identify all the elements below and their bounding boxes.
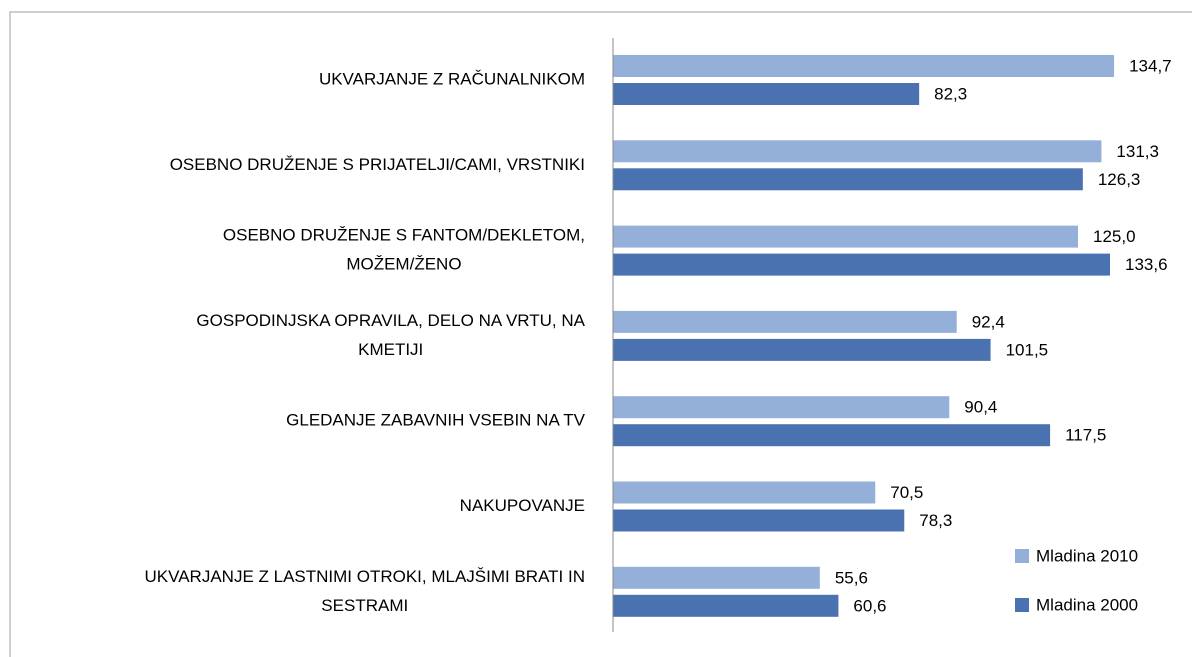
category-label: KMETIJI: [358, 340, 423, 359]
value-label: 60,6: [853, 596, 886, 615]
value-label: 134,7: [1129, 56, 1172, 75]
value-label: 133,6: [1125, 255, 1168, 274]
value-label: 82,3: [934, 84, 967, 103]
category-label: OSEBNO DRUŽENJE S PRIJATELJI/CAMI, VRSTN…: [170, 155, 585, 174]
bar: [613, 83, 920, 105]
value-label: 78,3: [919, 511, 952, 530]
bar: [613, 396, 950, 419]
legend-label: Mladina 2010: [1036, 546, 1138, 565]
legend-swatch: [1015, 598, 1029, 612]
bar: [613, 481, 876, 504]
legend-label: Mladina 2000: [1036, 595, 1138, 614]
category-label: UKVARJANJE Z RAČUNALNIKOM: [319, 69, 585, 88]
frame: [9, 11, 1192, 657]
value-label: 126,3: [1098, 170, 1141, 189]
bar: [613, 140, 1102, 163]
bar: [613, 310, 957, 333]
value-label: 70,5: [890, 483, 923, 502]
bar: [613, 594, 839, 617]
bar: [613, 225, 1078, 248]
value-label: 90,4: [964, 398, 997, 417]
category-label: MOŽEM/ŽENO: [346, 255, 461, 274]
bar: [613, 253, 1110, 276]
bar: [613, 338, 991, 361]
category-label: GOSPODINJSKA OPRAVILA, DELO NA VRTU, NA: [196, 311, 585, 330]
value-label: 55,6: [835, 568, 868, 587]
category-label: SESTRAMI: [321, 596, 408, 615]
bar: [613, 566, 820, 589]
bar: [613, 509, 905, 532]
value-label: 92,4: [972, 312, 1005, 331]
category-label: NAKUPOVANJE: [460, 496, 585, 515]
bar: [613, 424, 1051, 447]
value-label: 117,5: [1065, 426, 1106, 445]
bar: [613, 168, 1083, 191]
value-label: 125,0: [1093, 227, 1136, 246]
bar: [613, 55, 1115, 77]
category-label: GLEDANJE ZABAVNIH VSEBIN NA TV: [286, 411, 586, 430]
legend-swatch: [1015, 549, 1029, 563]
value-label: 131,3: [1116, 142, 1159, 161]
value-label: 101,5: [1006, 340, 1049, 359]
category-label: OSEBNO DRUŽENJE S FANTOM/DEKLETOM,: [223, 226, 585, 245]
category-label: UKVARJANJE Z LASTNIMI OTROKI, MLAJŠIMI B…: [145, 567, 585, 586]
